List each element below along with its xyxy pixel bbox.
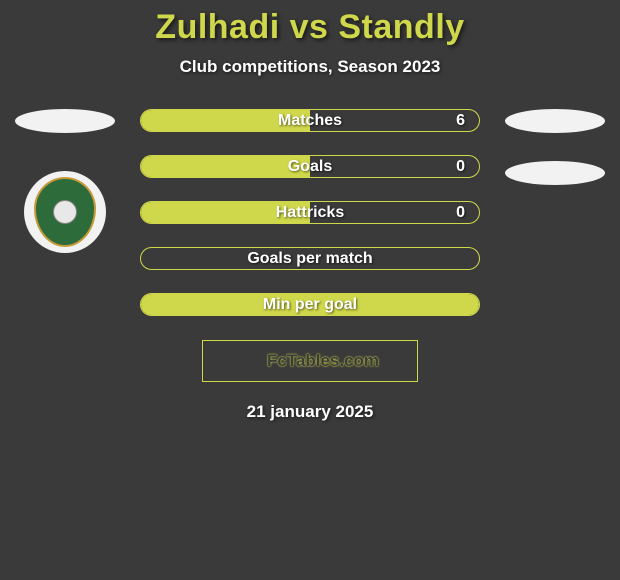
brand-box[interactable]: FcTables.com <box>202 340 418 382</box>
stat-bar-goals: Goals 0 <box>140 155 480 178</box>
stat-label: Matches <box>141 112 479 130</box>
right-column <box>500 109 610 185</box>
stat-label: Goals per match <box>141 250 479 268</box>
stat-bar-hattricks: Hattricks 0 <box>140 201 480 224</box>
player-oval-right-2 <box>505 161 605 185</box>
subtitle: Club competitions, Season 2023 <box>180 57 441 77</box>
crest-ball-icon <box>53 200 77 224</box>
stat-bar-min-per-goal: Min per goal <box>140 293 480 316</box>
left-column <box>10 109 120 253</box>
stat-bar-goals-per-match: Goals per match <box>140 247 480 270</box>
stat-value: 0 <box>456 158 465 176</box>
player-oval-right-1 <box>505 109 605 133</box>
stat-label: Hattricks <box>141 204 479 222</box>
bar-chart-icon <box>241 353 261 369</box>
stat-value: 6 <box>456 112 465 130</box>
comparison-card: Zulhadi vs Standly Club competitions, Se… <box>0 0 620 422</box>
player-oval-left <box>15 109 115 133</box>
page-title: Zulhadi vs Standly <box>155 8 464 47</box>
date-text: 21 january 2025 <box>247 402 374 422</box>
stat-label: Goals <box>141 158 479 176</box>
stat-bar-matches: Matches 6 <box>140 109 480 132</box>
club-crest-left <box>24 171 106 253</box>
brand-text: FcTables.com <box>267 351 379 371</box>
main-row: Matches 6 Goals 0 Hattricks 0 Goals per … <box>0 109 620 316</box>
crest-shield-icon <box>34 177 96 247</box>
stats-column: Matches 6 Goals 0 Hattricks 0 Goals per … <box>140 109 480 316</box>
stat-label: Min per goal <box>141 296 479 314</box>
stat-value: 0 <box>456 204 465 222</box>
